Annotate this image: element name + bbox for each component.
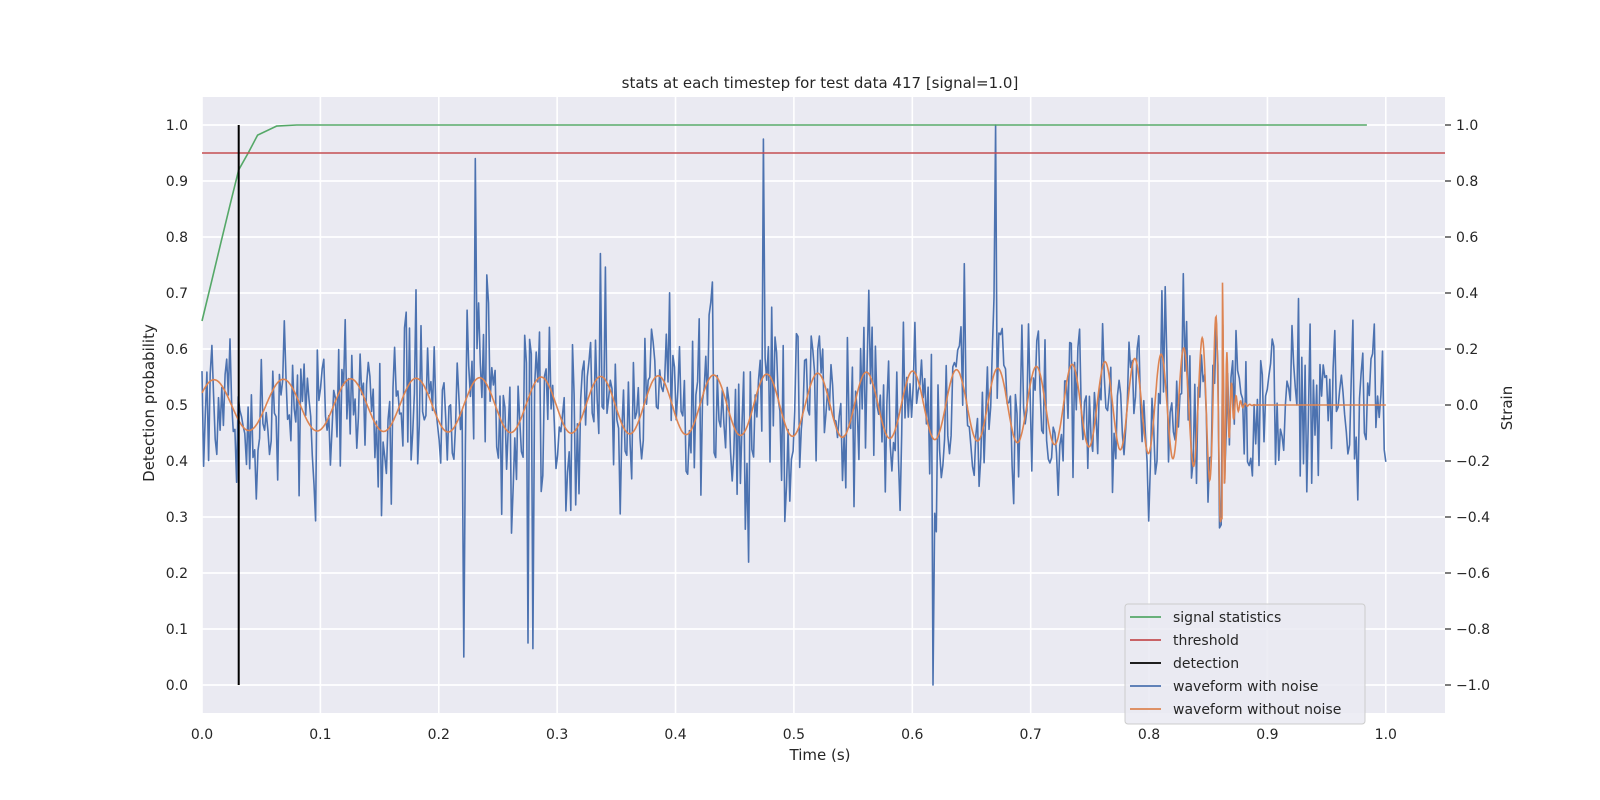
left-tick-label: 0.8 (166, 230, 188, 246)
left-tick-label: 0.7 (166, 286, 188, 302)
legend-label: waveform without noise (1173, 702, 1341, 718)
right-axis-label: Strain (1498, 386, 1516, 430)
right-tick-label: 0.0 (1456, 398, 1478, 414)
right-axis-ticks: −1.0 −0.8 −0.6 −0.4 −0.2 0.0 0.2 0.4 0.6 0.8 1.0 (1445, 118, 1490, 694)
left-tick-label: 0.9 (166, 174, 188, 190)
legend-label: signal statistics (1173, 610, 1281, 626)
left-tick-label: 0.6 (166, 342, 188, 358)
legend-label: threshold (1173, 633, 1239, 649)
right-tick-label: −0.6 (1456, 566, 1490, 582)
x-tick-label: 0.1 (309, 727, 331, 743)
series-waveform-without-noise (201, 282, 1386, 523)
left-axis-label: Detection probability (140, 324, 158, 482)
right-tick-label: −0.4 (1456, 510, 1490, 526)
x-tick-label: 0.3 (546, 727, 568, 743)
x-tick-label: 0.4 (664, 727, 686, 743)
right-tick-label: −0.8 (1456, 622, 1490, 638)
left-tick-label: 0.3 (166, 510, 188, 526)
x-axis-ticks: 0.0 0.1 0.2 0.3 0.4 0.5 0.6 0.7 0.8 0.9 1.0 (191, 727, 1397, 743)
left-axis-ticks: 0.0 0.1 0.2 0.3 0.4 0.5 0.6 0.7 0.8 0.9 1.0 (166, 118, 188, 694)
legend-label: waveform with noise (1173, 679, 1318, 695)
right-tick-label: −0.2 (1456, 454, 1490, 470)
left-tick-label: 0.5 (166, 398, 188, 414)
left-tick-label: 1.0 (166, 118, 188, 134)
x-tick-label: 0.0 (191, 727, 213, 743)
left-tick-label: 0.2 (166, 566, 188, 582)
series-layer (201, 124, 1445, 686)
x-tick-label: 0.6 (901, 727, 923, 743)
x-axis-label: Time (s) (789, 746, 851, 764)
left-tick-label: 0.0 (166, 678, 188, 694)
left-tick-label: 0.1 (166, 622, 188, 638)
left-tick-label: 0.4 (166, 454, 188, 470)
x-tick-label: 0.7 (1020, 727, 1042, 743)
right-tick-label: 0.8 (1456, 174, 1478, 190)
right-tick-label: 0.6 (1456, 230, 1478, 246)
legend-label: detection (1173, 656, 1239, 672)
chart-title: stats at each timestep for test data 417… (622, 74, 1019, 92)
right-tick-label: 0.2 (1456, 342, 1478, 358)
series-signal-statistics (201, 124, 1367, 322)
legend: signal statistics threshold detection wavef… (1124, 603, 1366, 725)
right-tick-label: 0.4 (1456, 286, 1478, 302)
x-tick-label: 0.5 (783, 727, 805, 743)
x-tick-label: 0.2 (428, 727, 450, 743)
x-tick-label: 1.0 (1375, 727, 1397, 743)
legend-box (1124, 603, 1366, 725)
right-tick-label: 1.0 (1456, 118, 1478, 134)
x-tick-label: 0.9 (1256, 727, 1278, 743)
x-tick-label: 0.8 (1138, 727, 1160, 743)
right-tick-label: −1.0 (1456, 678, 1490, 694)
